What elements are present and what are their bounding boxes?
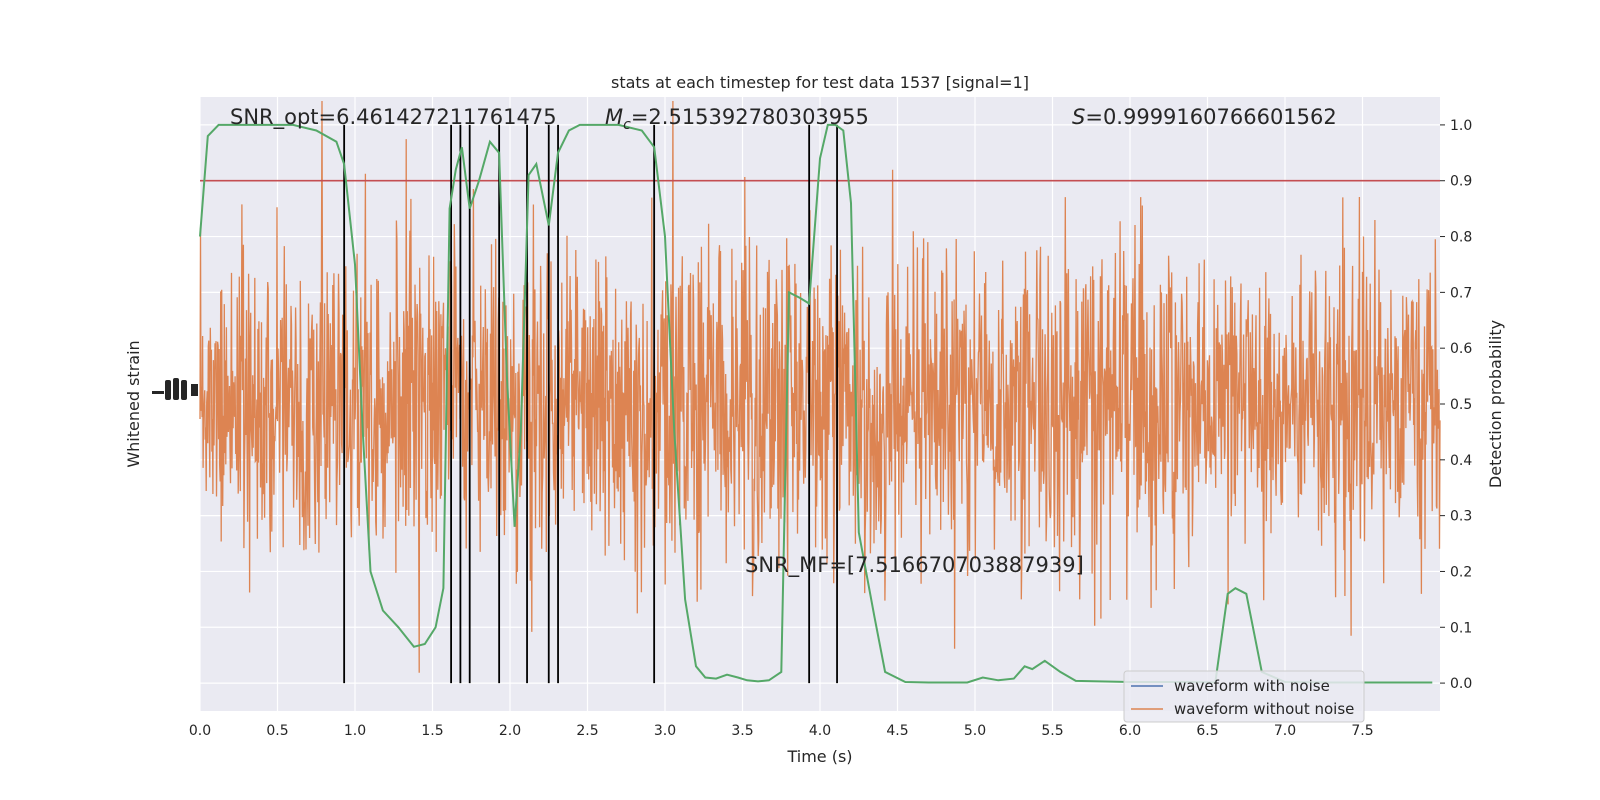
x-tick-label: 5.5 [1041,723,1063,739]
y-tick-labels-right: 0.0 0.1 0.2 0.3 0.4 0.5 0.6 0.7 0.8 0.9 1.0 [1440,118,1472,692]
y-tick-label: 0.8 [1450,230,1472,246]
x-tick-label: 4.0 [809,723,831,739]
y-tick-label: 0.0 [1450,676,1472,692]
annotation-chirp-mass: Mc=2.515392780303955 [605,105,869,133]
y-tick-label: 0.2 [1450,564,1472,580]
y-tick-label: 0.6 [1450,341,1472,357]
legend: waveform with noise waveform without noi… [1123,670,1365,723]
chirp-mass-subscript: c [623,117,631,133]
x-tick-label: 0.0 [189,723,211,739]
x-tick-label: 3.5 [731,723,753,739]
detection-probability-line [199,123,1433,684]
x-tick-label: 7.5 [1351,723,1373,739]
chirp-mass-symbol: M [605,105,623,129]
annotation-s-stat: S=0.9999160766601562 [1072,105,1337,129]
x-tick-label: 5.0 [964,723,986,739]
annotation-snr-mf: SNR_MF=[7.516670703887939] [745,553,1084,578]
left-axis-tick-residue [152,378,198,400]
x-tick-label: 1.5 [421,723,443,739]
legend-label-without-noise: waveform without noise [1174,700,1354,718]
s-stat-value: =0.9999160766601562 [1085,105,1336,129]
chart-title: stats at each timestep for test data 153… [611,73,1029,92]
s-stat-symbol: S [1072,105,1085,129]
y-tick-label: 0.9 [1450,174,1472,190]
y-axis-label-right: Detection probability [1486,320,1505,488]
x-tick-label: 3.0 [654,723,676,739]
x-tick-label: 0.5 [266,723,288,739]
y-tick-label: 0.5 [1450,397,1472,413]
event-lines [343,124,838,684]
legend-box [1123,670,1365,723]
probability-series [199,123,1433,684]
y-tick-label: 1.0 [1450,118,1472,134]
x-tick-label: 6.5 [1196,723,1218,739]
legend-label-with-noise: waveform with noise [1174,677,1330,695]
y-axis-label-left: Whitened strain [124,340,143,467]
x-tick-label: 6.0 [1119,723,1141,739]
y-tick-label: 0.7 [1450,285,1472,301]
strain-traces [199,100,1441,673]
y-tick-label: 0.3 [1450,509,1472,525]
y-tick-label: 0.4 [1450,453,1472,469]
x-tick-label: 2.0 [499,723,521,739]
x-tick-label: 4.5 [886,723,908,739]
x-tick-label: 7.0 [1274,723,1296,739]
x-tick-label: 2.5 [576,723,598,739]
x-tick-labels: 0.0 0.5 1.0 1.5 2.0 2.5 3.0 3.5 4.0 4.5 5.0 5.5 6.0 6… [189,723,1374,739]
x-axis-label: Time (s) [786,747,852,766]
annotation-snr-opt: SNR_opt=6.461427211761475 [230,105,557,130]
x-tick-label: 1.0 [344,723,366,739]
chirp-mass-value: =2.515392780303955 [631,105,869,129]
strain-trace-without-noise [199,100,1441,673]
y-tick-label: 0.1 [1450,620,1472,636]
